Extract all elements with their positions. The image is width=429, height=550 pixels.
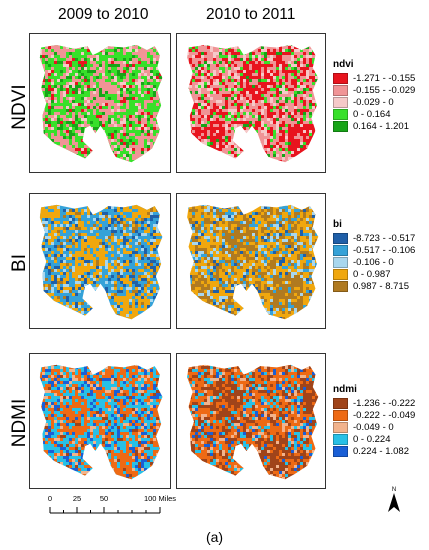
legend-label: -0.222 - -0.049 — [353, 409, 416, 421]
row-label-ndmi: NDMI — [9, 398, 30, 448]
map-panel-bi-2010-2011 — [176, 193, 326, 329]
legend-swatch — [333, 409, 348, 421]
legend-title-bi: bi — [333, 219, 342, 230]
legend-swatch — [333, 244, 348, 256]
legend-entry: -0.049 - 0 — [333, 421, 415, 433]
legend-title-ndmi: ndmi — [333, 384, 357, 395]
legend-entry: -1.271 - -0.155 — [333, 72, 415, 84]
legend-label: -0.029 - 0 — [353, 96, 394, 108]
figure-caption: (a) — [205, 529, 224, 545]
legend-entry: 0 - 0.987 — [333, 268, 415, 280]
legend-swatch — [333, 84, 348, 96]
legend-label: 0 - 0.164 — [353, 108, 391, 120]
scale-bar: 0 25 50 100 Miles — [47, 494, 176, 524]
scale-bar-graphic — [49, 507, 161, 514]
legend-label: -0.106 - 0 — [353, 256, 394, 268]
legend-swatch — [333, 433, 348, 445]
legend-label: -8.723 - -0.517 — [353, 232, 416, 244]
map-bi-2009-2010 — [39, 204, 163, 320]
scale-label: 25 — [72, 494, 82, 503]
legend-entry: -0.155 - -0.029 — [333, 84, 415, 96]
legend-entry: 0.164 - 1.201 — [333, 120, 415, 132]
legend-entry: -0.029 - 0 — [333, 96, 415, 108]
legend-label: 0.987 - 8.715 — [353, 280, 409, 292]
legend-entry: 0 - 0.164 — [333, 108, 415, 120]
legend-ndmi: ndmi -1.236 - -0.222 -0.222 - -0.049 -0.… — [333, 384, 415, 457]
legend-label: 0.164 - 1.201 — [353, 120, 409, 132]
legend-entry: -1.236 - -0.222 — [333, 397, 415, 409]
north-arrow-label: N — [392, 487, 396, 493]
legend-swatch — [333, 108, 348, 120]
legend-entry: 0 - 0.224 — [333, 433, 415, 445]
map-panel-ndmi-2009-2010 — [29, 353, 171, 489]
legend-swatch — [333, 120, 348, 132]
legend-swatch — [333, 280, 348, 292]
legend-swatch — [333, 445, 348, 457]
map-panel-ndvi-2010-2011 — [176, 33, 326, 173]
legend-label: 0.224 - 1.082 — [353, 445, 409, 457]
legend-swatch — [333, 397, 348, 409]
north-arrow-icon: N — [386, 484, 402, 514]
map-panel-ndmi-2010-2011 — [176, 353, 326, 489]
column-title-2010-2011: 2010 to 2011 — [206, 6, 296, 23]
legend-swatch — [333, 96, 348, 108]
legend-swatch — [333, 72, 348, 84]
legend-title-ndvi: ndvi — [333, 59, 354, 70]
map-ndvi-2010-2011 — [187, 45, 319, 163]
map-panel-ndvi-2009-2010 — [29, 33, 171, 173]
row-label-bi: BI — [9, 254, 30, 272]
legend-entry: -0.106 - 0 — [333, 256, 415, 268]
legend-label: -1.236 - -0.222 — [353, 397, 416, 409]
legend-entry: 0.987 - 8.715 — [333, 280, 415, 292]
legend-swatch — [333, 256, 348, 268]
row-label-ndvi: NDVI — [9, 84, 30, 130]
legend-entry: -0.517 - -0.106 — [333, 244, 415, 256]
legend-bi: bi -8.723 - -0.517 -0.517 - -0.106 -0.10… — [333, 219, 415, 292]
legend-swatch — [333, 232, 348, 244]
legend-label: -0.049 - 0 — [353, 421, 394, 433]
map-ndmi-2010-2011 — [187, 364, 319, 480]
scale-label: 0 — [47, 494, 53, 503]
legend-entry: 0.224 - 1.082 — [333, 445, 415, 457]
scale-label: 100 Miles — [143, 494, 177, 503]
legend-swatch — [333, 268, 348, 280]
map-panel-bi-2009-2010 — [29, 193, 171, 329]
legend-label: 0 - 0.987 — [353, 268, 391, 280]
map-bi-2010-2011 — [187, 204, 319, 320]
column-title-2009-2010: 2009 to 2010 — [58, 6, 149, 23]
legend-entry: -8.723 - -0.517 — [333, 232, 415, 244]
legend-label: 0 - 0.224 — [353, 433, 391, 445]
scale-label: 50 — [99, 494, 109, 503]
legend-ndvi: ndvi -1.271 - -0.155 -0.155 - -0.029 -0.… — [333, 59, 415, 132]
legend-label: -0.517 - -0.106 — [353, 244, 416, 256]
map-ndmi-2009-2010 — [39, 364, 163, 480]
legend-label: -1.271 - -0.155 — [353, 72, 416, 84]
legend-label: -0.155 - -0.029 — [353, 84, 416, 96]
map-ndvi-2009-2010 — [39, 45, 163, 163]
legend-swatch — [333, 421, 348, 433]
legend-entry: -0.222 - -0.049 — [333, 409, 415, 421]
